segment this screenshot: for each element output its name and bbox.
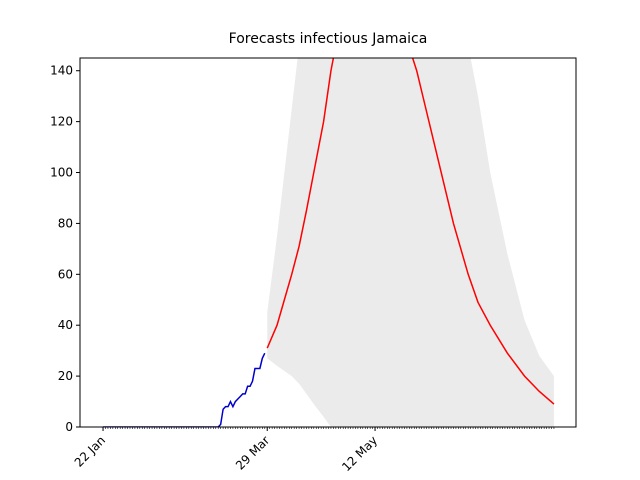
y-tick-label: 60 — [58, 267, 73, 281]
y-tick-label: 20 — [58, 369, 73, 383]
plot-area — [103, 58, 555, 427]
series-line — [103, 352, 266, 427]
y-tick-label: 80 — [58, 216, 73, 230]
y-tick-label: 120 — [50, 115, 73, 129]
series-line — [266, 58, 555, 405]
confidence-band — [267, 58, 554, 427]
y-tick-label: 100 — [50, 166, 73, 180]
x-tick-label: 12 May — [339, 433, 380, 474]
x-tick-label: 22 Jan — [72, 433, 108, 469]
x-tick-label: 29 Mar — [233, 433, 272, 472]
chart-title: Forecasts infectious Jamaica — [229, 31, 428, 47]
y-tick-label: 40 — [58, 318, 73, 332]
axes-frame — [79, 57, 577, 428]
y-tick-label: 140 — [50, 64, 73, 78]
y-tick-label: 0 — [65, 420, 73, 434]
